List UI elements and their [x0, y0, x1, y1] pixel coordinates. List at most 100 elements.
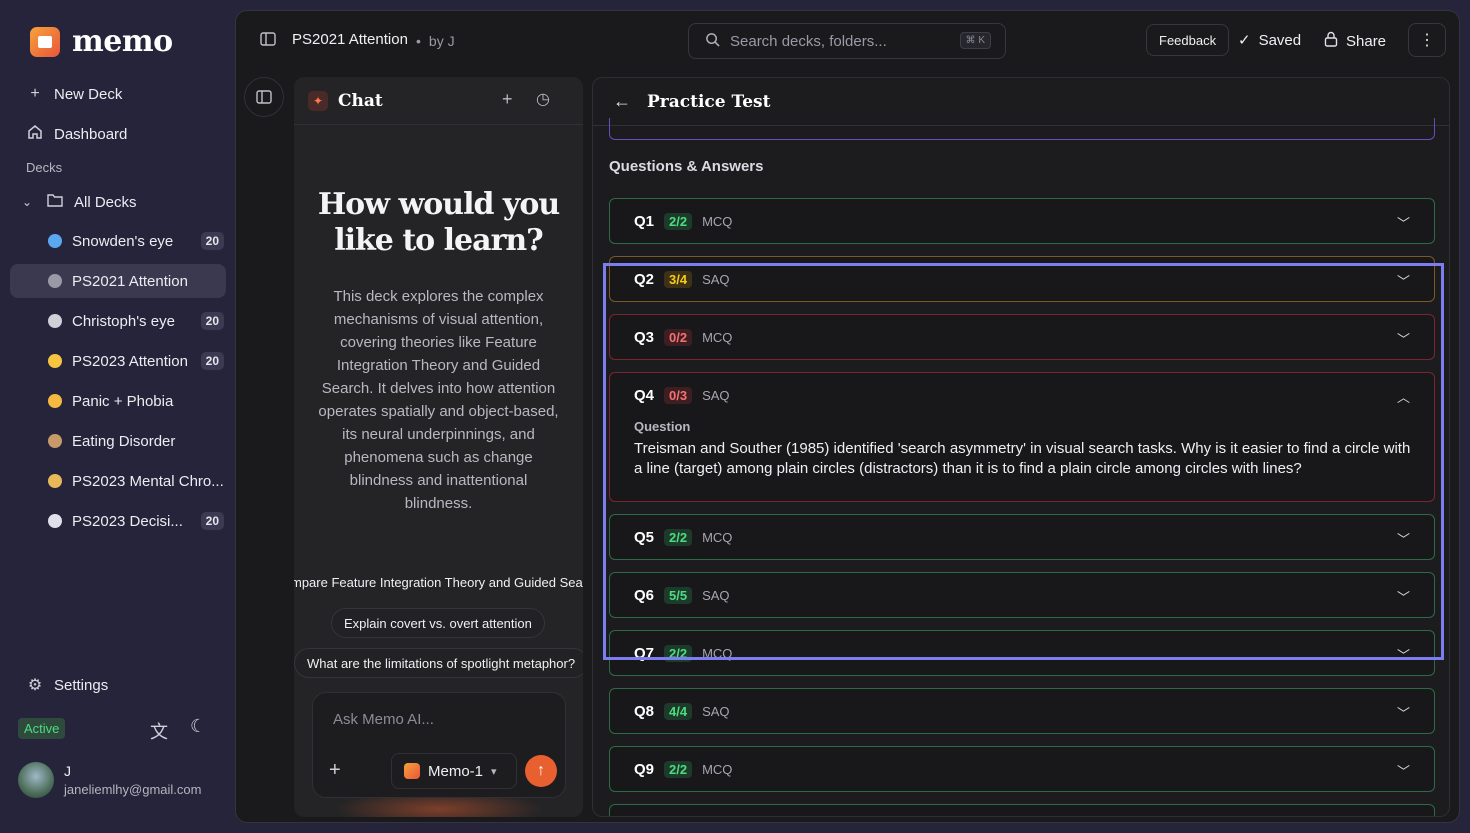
chevron-down-icon[interactable]: ﹀: [1396, 590, 1410, 605]
chevron-down-icon[interactable]: ⌄: [21, 195, 33, 209]
deck-title: PS2021 Attention: [292, 31, 408, 48]
all-decks-folder[interactable]: ⌄ All Decks: [10, 184, 226, 220]
share-label: Share: [1346, 32, 1387, 50]
logo[interactable]: memo: [30, 24, 173, 59]
suggestion-chip[interactable]: Explain covert vs. overt attention: [331, 608, 545, 638]
send-button[interactable]: ↑: [525, 755, 557, 787]
chevron-down-icon: ▾: [491, 765, 497, 778]
chat-panel: ✦ Chat + ◷ How would you like to learn? …: [294, 77, 583, 817]
sidebar-deck-item[interactable]: Snowden's eye 20: [10, 224, 226, 258]
suggestion-chip[interactable]: What are the limitations of spotlight me…: [294, 648, 583, 678]
moon-icon[interactable]: ☾: [190, 716, 207, 736]
practice-test-panel: ← Practice Test Questions & Answers Q1 2/…: [592, 77, 1450, 817]
sidebar-deck-item[interactable]: PS2021 Attention: [10, 264, 226, 298]
chevron-down-icon[interactable]: ﹀: [1396, 216, 1410, 231]
chevron-down-icon[interactable]: ﹀: [1396, 332, 1410, 347]
history-icon[interactable]: ◷: [536, 91, 550, 108]
author-label: • by J: [416, 33, 455, 49]
deck-emoji-icon: [48, 314, 62, 328]
question-row[interactable]: Q1 2/2 MCQ ﹀: [609, 198, 1435, 244]
deck-emoji-icon: [48, 474, 62, 488]
panel-toggle-icon[interactable]: [244, 77, 284, 117]
search-input[interactable]: Search decks, folders... ⌘ K: [688, 23, 1006, 59]
chevron-up-icon[interactable]: ︿: [1396, 390, 1410, 405]
sidebar-deck-item[interactable]: PS2023 Mental Chro...: [10, 464, 226, 498]
settings-link[interactable]: ⚙ Settings: [10, 667, 226, 703]
chat-input[interactable]: Ask Memo AI...: [333, 711, 434, 728]
back-arrow-icon[interactable]: ←: [613, 91, 631, 111]
question-number: Q6: [634, 586, 655, 604]
separator-dot: •: [416, 33, 421, 49]
question-number: Q7: [634, 644, 655, 662]
deck-count-badge: 20: [200, 312, 224, 330]
question-row[interactable]: Q5 2/2 MCQ ﹀: [609, 514, 1435, 560]
plus-icon: +: [30, 85, 40, 102]
new-deck-label: New Deck: [54, 85, 123, 103]
sidebar-deck-item[interactable]: Eating Disorder: [10, 424, 226, 458]
deck-name: Christoph's eye: [72, 312, 175, 330]
deck-emoji-icon: [48, 514, 62, 528]
dashboard-link[interactable]: Dashboard: [10, 116, 226, 152]
chevron-down-icon[interactable]: ﹀: [1396, 648, 1410, 663]
score-badge: 0/2: [664, 328, 693, 346]
sidebar-toggle-icon[interactable]: [260, 31, 276, 47]
saved-label: Saved: [1258, 31, 1302, 49]
chat-title: Chat: [338, 90, 383, 111]
question-row[interactable]: Q9 2/2 MCQ ﹀: [609, 746, 1435, 792]
deck-name: Eating Disorder: [72, 432, 176, 450]
deck-name: Panic + Phobia: [72, 392, 174, 410]
question-row[interactable]: Q8 4/4 SAQ ﹀: [609, 688, 1435, 734]
sidebar-deck-item[interactable]: Panic + Phobia: [10, 384, 226, 418]
question-row[interactable]: Q6 5/5 SAQ ﹀: [609, 572, 1435, 618]
question-header[interactable]: Q4 0/3 SAQ ︿: [609, 372, 1435, 418]
deck-name: PS2021 Attention: [72, 272, 188, 290]
deck-count-badge: 20: [200, 232, 224, 250]
question-row[interactable]: Q3 0/2 MCQ ﹀: [609, 314, 1435, 360]
translate-icon[interactable]: 文: [150, 722, 168, 742]
chat-composer[interactable]: Ask Memo AI... + Memo-1 ▾ ↑: [312, 692, 566, 798]
question-type: MCQ: [702, 645, 733, 661]
deck-name: Snowden's eye: [72, 232, 174, 250]
sidebar-deck-item[interactable]: Christoph's eye 20: [10, 304, 226, 338]
decks-section-label: Decks: [26, 160, 63, 175]
share-button[interactable]: Share: [1324, 31, 1386, 51]
chevron-down-icon[interactable]: ﹀: [1396, 532, 1410, 547]
score-badge: 0/3: [664, 386, 693, 404]
hero-line-1: How would you: [317, 187, 560, 222]
chevron-down-icon[interactable]: ﹀: [1396, 274, 1410, 289]
question-type: MCQ: [702, 761, 733, 777]
logo-text: memo: [72, 24, 173, 59]
sidebar-deck-item[interactable]: PS2023 Decisi... 20: [10, 504, 226, 538]
gear-icon: ⚙: [27, 677, 43, 694]
chat-sparkle-icon: ✦: [308, 90, 328, 111]
question-card-expanded[interactable]: Q4 0/3 SAQ ︿ Question Treisman and Souther (1…: [609, 372, 1435, 502]
question-row[interactable]: Q2 3/4 SAQ ﹀: [609, 256, 1435, 302]
model-selector[interactable]: Memo-1 ▾: [391, 753, 517, 789]
more-menu-icon[interactable]: ⋮: [1408, 23, 1446, 57]
deck-name: PS2023 Attention: [72, 352, 188, 370]
score-badge: 2/2: [664, 212, 693, 230]
question-number: Q3: [634, 328, 655, 346]
suggestion-chip[interactable]: mpare Feature Integration Theory and Gui…: [294, 574, 583, 590]
question-number: Q8: [634, 702, 655, 720]
chevron-down-icon[interactable]: ﹀: [1396, 764, 1410, 779]
sidebar-deck-item[interactable]: PS2023 Attention 20: [10, 344, 226, 378]
chevron-down-icon[interactable]: ﹀: [1396, 706, 1410, 721]
user-profile[interactable]: J janeliemlhy@gmail.com: [18, 762, 201, 798]
question-row[interactable]: Q7 2/2 MCQ ﹀: [609, 630, 1435, 676]
question-row[interactable]: Q102/2SAQ﹀: [609, 804, 1435, 816]
question-type: MCQ: [702, 329, 733, 345]
settings-label: Settings: [54, 676, 109, 694]
home-icon: [26, 124, 44, 145]
question-type: MCQ: [702, 213, 733, 229]
main-window: PS2021 Attention • by J Search decks, fo…: [235, 10, 1460, 823]
attach-plus-icon[interactable]: +: [329, 759, 341, 781]
new-chat-icon[interactable]: +: [502, 89, 513, 109]
score-badge: 2/2: [664, 528, 693, 546]
question-number: Q1: [634, 212, 655, 230]
chat-header: ✦ Chat + ◷: [294, 77, 583, 125]
check-icon: ✓: [1238, 32, 1251, 49]
lock-icon: [1324, 31, 1338, 51]
new-deck-button[interactable]: + New Deck: [10, 76, 226, 112]
feedback-button[interactable]: Feedback: [1146, 24, 1230, 56]
